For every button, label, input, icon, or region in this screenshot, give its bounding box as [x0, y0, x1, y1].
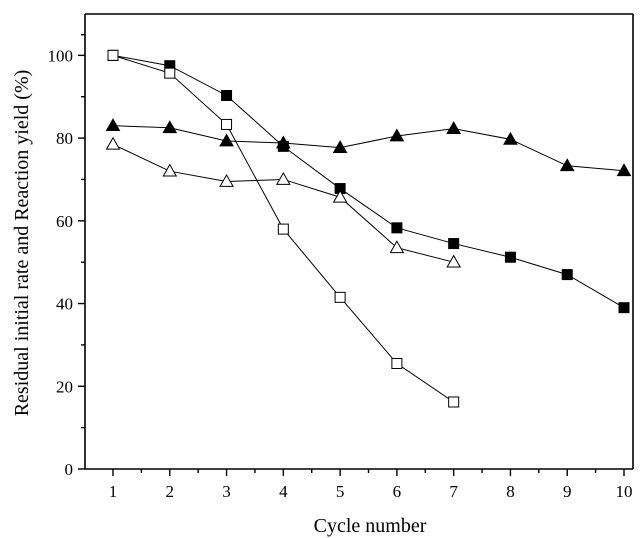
data-point — [618, 302, 630, 314]
plot-area — [84, 13, 634, 470]
data-point — [391, 358, 403, 370]
data-point — [448, 396, 460, 408]
data-point — [504, 251, 516, 263]
data-point — [219, 133, 234, 147]
x-tick-label: 4 — [279, 482, 288, 501]
data-point — [334, 291, 346, 303]
data-point — [332, 140, 348, 153]
y-tick-label: 0 — [65, 460, 74, 479]
data-point — [164, 67, 176, 79]
x-tick-label: 7 — [449, 482, 458, 501]
x-tick-label: 8 — [506, 482, 515, 501]
data-point — [275, 135, 291, 149]
series-open-square — [107, 49, 460, 408]
data-point — [277, 223, 289, 235]
data-point — [448, 238, 460, 250]
series-filled-square — [107, 49, 630, 314]
x-tick-label: 5 — [336, 482, 345, 501]
data-point — [389, 128, 405, 142]
x-tick-label: 3 — [222, 482, 231, 501]
data-point — [559, 158, 575, 172]
series-line-filled-square — [112, 54, 625, 309]
data-point — [105, 118, 121, 132]
data-point — [561, 269, 573, 281]
data-point — [446, 254, 462, 268]
data-point — [275, 171, 291, 185]
data-point — [391, 222, 403, 234]
data-point — [162, 120, 178, 134]
x-tick-label: 6 — [393, 482, 402, 501]
x-tick-label: 9 — [563, 482, 572, 501]
series-layer — [105, 49, 632, 408]
series-filled-triangle — [105, 118, 632, 177]
series-line-open-triangle — [112, 143, 454, 263]
y-axis-title: Residual initial rate and Reaction yield… — [11, 70, 33, 417]
y-tick-label: 100 — [48, 46, 74, 65]
y-axis: 0 20 40 60 80 100 — [48, 33, 85, 479]
data-point — [503, 131, 518, 145]
y-tick-label: 60 — [56, 212, 73, 231]
series-line-filled-triangle — [112, 125, 625, 172]
x-tick-label: 2 — [166, 482, 175, 501]
y-tick-label: 80 — [56, 129, 73, 148]
data-point — [446, 121, 462, 134]
data-point — [162, 163, 178, 177]
data-point — [107, 49, 119, 61]
data-point — [332, 189, 348, 203]
data-point — [221, 89, 233, 101]
x-axis-title: Cycle number — [314, 515, 427, 537]
series-open-triangle — [105, 136, 462, 268]
data-point — [389, 240, 405, 254]
data-point — [616, 163, 632, 177]
y-tick-label: 20 — [56, 377, 73, 396]
x-axis: 1 2 3 4 5 6 7 8 9 10 — [109, 469, 633, 501]
data-point — [219, 174, 234, 187]
data-point — [221, 118, 233, 130]
x-tick-label: 10 — [616, 482, 633, 501]
data-point — [105, 136, 121, 150]
y-tick-label: 40 — [56, 295, 73, 314]
x-tick-label: 1 — [109, 482, 118, 501]
